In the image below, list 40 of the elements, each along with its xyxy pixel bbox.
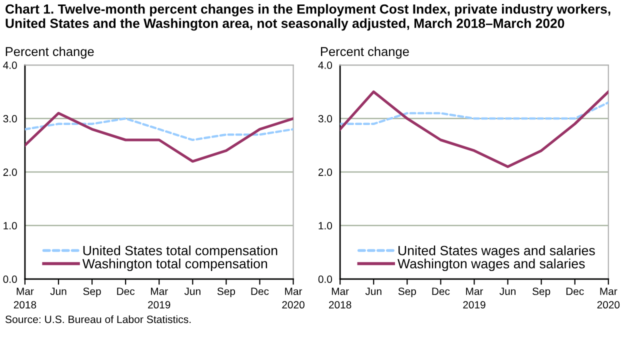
y-tick-label: 0.0 <box>318 276 332 283</box>
line-series <box>340 101 608 125</box>
x-tick-label: Mar 2020 <box>597 288 620 309</box>
y-tick-label: 1.0 <box>4 222 17 230</box>
x-tick-label: Mar 2018 <box>329 288 352 309</box>
x-tick-label: Dec <box>432 288 450 296</box>
line-series <box>24 112 294 163</box>
legend-label: Washington total compensation <box>82 258 268 272</box>
x-tick-label: Sep <box>83 288 101 298</box>
y-tick-label: 3.0 <box>3 115 17 122</box>
x-tick-label: Dec <box>117 288 135 296</box>
legend-label: Washington wages and salaries <box>398 258 585 272</box>
x-tick-label: Sep <box>217 288 236 298</box>
line-series <box>340 90 608 168</box>
y-tick-label: 4.0 <box>318 62 332 69</box>
x-tick-label: Jun <box>50 288 66 296</box>
x-tick-label: Jun <box>184 288 200 296</box>
x-tick-label: Mar 2019 <box>148 288 170 309</box>
legend-label: United States total compensation <box>83 246 278 258</box>
x-tick-label: Mar 2018 <box>14 288 36 309</box>
y-tick-label: 2.0 <box>318 168 332 176</box>
y-tick-label: 0.0 <box>3 276 17 283</box>
x-tick-label: Sep <box>398 288 416 298</box>
chart-title: Chart 1. Twelve-month percent changes in the Employment Cost Index, private industry workers, United States and the Washington area, not seasonally adjusted, March 2018–March 2020 <box>6 4 610 31</box>
source-note: Source: U.S. Bureau of Labor Statistics. <box>5 315 191 324</box>
line-series <box>24 117 294 142</box>
y-tick-label: 3.0 <box>318 115 332 122</box>
y-axis-title: Percent change <box>321 46 409 59</box>
y-tick-label: 4.0 <box>3 62 17 69</box>
x-tick-label: Jun <box>500 288 516 296</box>
x-tick-label: Mar 2019 <box>463 288 486 309</box>
y-tick-label: 1.0 <box>318 222 332 230</box>
x-tick-label: Mar 2020 <box>282 288 304 309</box>
x-tick-label: Sep <box>532 288 550 298</box>
y-tick-label: 2.0 <box>3 168 17 176</box>
x-tick-label: Dec <box>566 288 584 296</box>
x-tick-label: Dec <box>251 288 269 296</box>
legend-label: United States wages and salaries <box>398 246 595 258</box>
x-tick-label: Jun <box>365 288 382 296</box>
y-axis-title: Percent change <box>6 46 94 59</box>
